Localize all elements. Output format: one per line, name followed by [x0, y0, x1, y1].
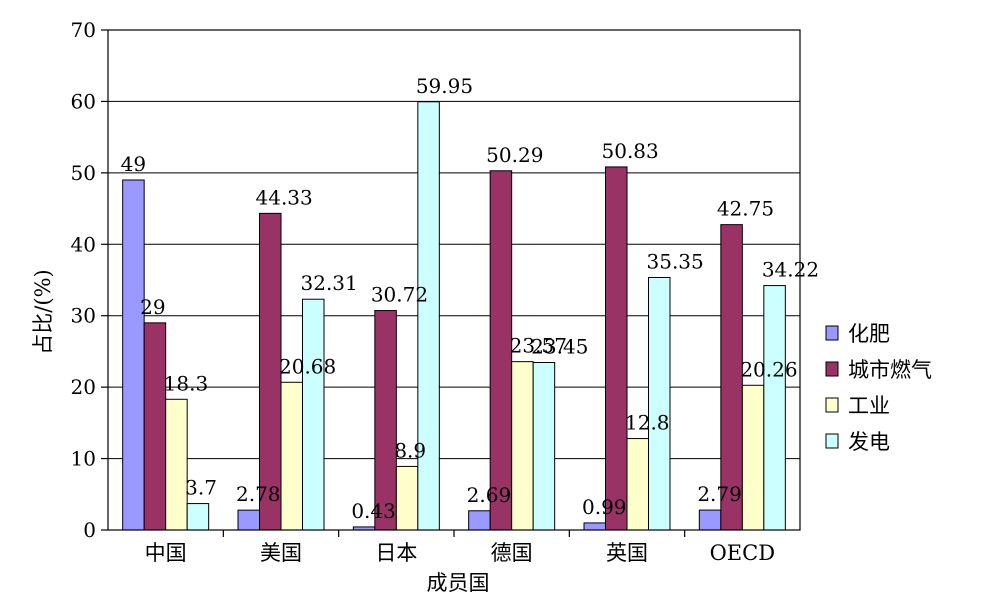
data-label: 44.33 — [256, 185, 313, 209]
bar — [122, 179, 145, 531]
bar — [468, 510, 491, 531]
plot-frame — [107, 29, 801, 531]
bar — [165, 398, 188, 531]
data-label: 20.26 — [740, 357, 797, 381]
y-tick-label: 70 — [71, 18, 96, 42]
bar — [143, 322, 167, 531]
bar — [186, 503, 210, 531]
data-label: 0.43 — [351, 499, 396, 523]
bar — [741, 384, 765, 531]
data-label: 8.9 — [394, 438, 426, 462]
bar — [605, 166, 628, 531]
bar — [489, 170, 513, 531]
data-label: 34.22 — [762, 258, 819, 282]
legend-label: 工业 — [848, 394, 890, 418]
bar — [237, 509, 260, 531]
data-label: 2.79 — [697, 482, 742, 506]
x-tick-label: 英国 — [606, 541, 648, 565]
data-label: 42.75 — [717, 197, 774, 221]
bar — [532, 362, 556, 531]
y-tick-label: 40 — [71, 232, 96, 256]
bar — [626, 438, 649, 531]
bar — [583, 522, 606, 531]
data-label: 12.8 — [625, 411, 670, 435]
data-label: 3.7 — [185, 476, 217, 500]
data-label: 0.99 — [582, 495, 627, 519]
data-label: 2.69 — [467, 483, 512, 507]
bar — [417, 101, 440, 531]
y-tick-label: 0 — [83, 518, 96, 542]
legend-label: 城市燃气 — [848, 358, 932, 382]
data-label: 32.31 — [301, 271, 358, 295]
x-tick-label: 德国 — [491, 541, 533, 565]
data-label: 23.57 — [510, 334, 567, 358]
bars — [122, 101, 786, 531]
legend-swatch — [825, 433, 839, 449]
y-axis-title: 占比/(%) — [31, 269, 55, 354]
data-label: 23.45 — [531, 335, 588, 359]
legend-swatch — [825, 397, 839, 413]
y-tick-label: 60 — [71, 89, 96, 113]
data-label: 50.83 — [602, 139, 659, 163]
bar — [511, 361, 534, 531]
data-label: 29 — [140, 295, 165, 319]
y-tick-label: 30 — [71, 304, 96, 328]
legend-swatch — [825, 325, 839, 341]
data-label: 2.78 — [236, 482, 281, 506]
bar — [395, 465, 419, 531]
x-tick-label: OECD — [710, 541, 775, 565]
data-label: 59.95 — [416, 74, 473, 98]
bar — [648, 277, 671, 531]
data-label: 35.35 — [647, 250, 704, 274]
data-label: 18.3 — [164, 371, 209, 395]
x-axis-title: 成员国 — [427, 571, 490, 595]
bar — [763, 285, 786, 531]
y-tick-label: 20 — [71, 375, 96, 399]
x-tick-label: 日本 — [375, 541, 417, 565]
axes: 0 10 20 30 40 50 60 70 中国 美国 日本 德国 英国 OECD — [71, 18, 801, 565]
x-tick-label: 美国 — [260, 541, 302, 565]
legend-label: 化肥 — [848, 322, 890, 346]
data-label: 50.29 — [486, 143, 543, 167]
x-tick-label: 中国 — [145, 541, 187, 565]
y-tick-label: 50 — [71, 161, 96, 185]
legend-label: 发电 — [848, 430, 890, 454]
bar — [280, 381, 303, 531]
bar — [302, 298, 325, 531]
data-labels: 49 29 18.3 3.7 2.78 44.33 20.68 32.31 0.43 30.72 8… — [121, 74, 819, 523]
bar — [698, 509, 722, 531]
bar — [374, 310, 397, 531]
y-tick-label: 10 — [71, 447, 96, 471]
data-label: 49 — [121, 152, 146, 176]
legend-swatch — [825, 361, 839, 377]
data-label: 30.72 — [371, 283, 428, 307]
data-label: 20.68 — [279, 354, 336, 378]
